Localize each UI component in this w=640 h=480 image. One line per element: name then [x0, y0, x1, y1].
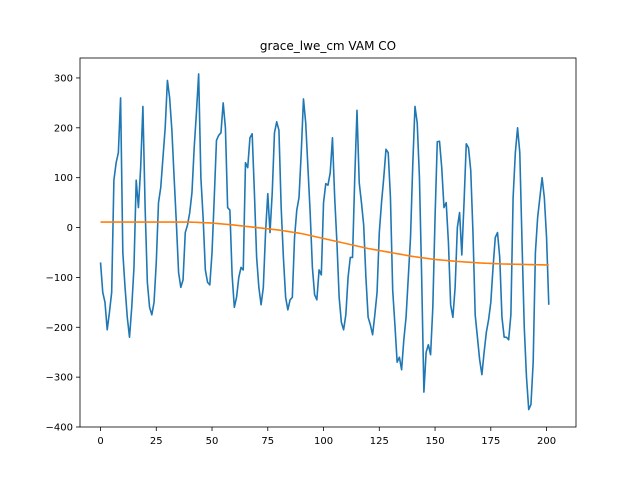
y-axis: −400 −300 −200 −100 0 100 200 300 [46, 73, 80, 434]
plot-area [99, 73, 550, 411]
y-tick-label: 100 [54, 173, 73, 184]
y-tick-label: −300 [46, 373, 73, 384]
x-tick-label: 50 [206, 436, 219, 447]
series-line-2 [100, 221, 549, 266]
axes-frame [79, 57, 577, 428]
x-tick-label: 125 [370, 436, 389, 447]
y-tick-label: −200 [46, 323, 73, 334]
x-tick-label: 0 [97, 436, 103, 447]
y-tick-label: 300 [54, 73, 73, 84]
x-tick-label: 150 [426, 436, 445, 447]
x-tick-label: 175 [481, 436, 500, 447]
x-axis: 0 25 50 75 100 125 150 175 200 [97, 427, 556, 447]
x-tick-label: 75 [261, 436, 274, 447]
y-tick-label: 200 [54, 123, 73, 134]
y-tick-label: 0 [67, 223, 73, 234]
x-tick-label: 25 [150, 436, 163, 447]
x-tick-label: 100 [314, 436, 333, 447]
x-tick-label: 200 [537, 436, 556, 447]
y-tick-label: −100 [46, 273, 73, 284]
y-tick-label: −400 [46, 423, 73, 434]
series-line-1 [99, 73, 550, 411]
chart-title: grace_lwe_cm VAM CO [260, 39, 396, 53]
